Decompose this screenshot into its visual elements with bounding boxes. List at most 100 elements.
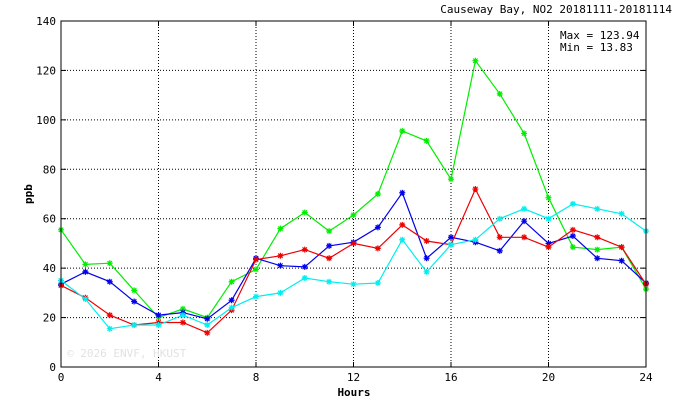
data-point [545,240,552,247]
data-point [374,245,381,252]
data-point [594,205,601,212]
data-point [228,297,235,304]
data-point [277,289,284,296]
data-point [106,278,113,285]
data-point [350,212,357,219]
data-point [179,319,186,326]
x-tick-label: 8 [253,371,260,384]
data-point [82,261,89,268]
data-point [326,228,333,235]
y-tick-label: 40 [43,262,56,275]
data-point [472,236,479,243]
y-tick-label: 120 [36,64,56,77]
x-axis-title: Hours [337,386,370,399]
x-tick-label: 20 [542,371,555,384]
data-point [204,321,211,328]
y-axis-title: ppb [22,184,35,204]
data-point [277,262,284,269]
data-point [496,90,503,97]
data-point [448,234,454,241]
x-tick-label: 12 [347,371,360,384]
data-point [423,268,430,275]
data-point [423,255,430,262]
data-point [521,218,528,225]
data-point [545,194,552,201]
data-point [545,215,552,222]
data-point [374,191,381,197]
data-point [399,221,406,228]
data-point [131,298,138,305]
data-point [131,321,138,328]
data-point [82,268,89,275]
data-point [82,296,89,303]
watermark: © 2026 ENVF, HKUST [67,347,187,360]
data-point [594,234,601,241]
y-tick-label: 20 [43,312,56,325]
data-point [618,210,625,217]
data-point [423,237,430,244]
data-point [253,293,259,300]
data-point [472,186,479,193]
data-point [179,312,186,319]
data-point [521,205,528,212]
x-tick-label: 0 [58,371,65,384]
min-label: Min = 13.83 [560,41,633,54]
data-point [569,200,576,207]
data-point [521,130,528,137]
data-point [326,255,333,262]
max-label: Max = 123.94 [560,29,640,42]
data-point [472,57,479,64]
y-tick-label: 0 [49,361,56,374]
data-point [448,176,454,183]
data-point [131,287,138,294]
data-point [569,226,576,233]
data-point [301,275,308,282]
data-point [301,246,308,253]
x-tick-label: 16 [444,371,457,384]
data-point [448,241,454,248]
x-tick-label: 24 [639,371,653,384]
data-point [228,278,235,285]
y-tick-label: 80 [43,163,56,176]
grid [61,21,646,367]
data-point [374,279,381,286]
data-point [423,137,430,144]
data-point [277,252,284,259]
y-tick-label: 100 [36,114,56,127]
data-point [618,244,625,251]
data-point [204,315,211,322]
data-point [106,312,113,319]
data-point [253,266,259,273]
data-point [545,244,552,251]
data-point [204,329,211,336]
data-point [496,234,503,241]
data-point [399,236,406,243]
data-point [569,244,576,251]
watermark-text: © 2026 ENVF, HKUST [67,347,187,360]
data-point [399,127,406,134]
ticks: 0 4 8 12 16 20 24 0 20 40 60 80 100 120 140 [36,15,653,384]
x-tick-label: 4 [155,371,162,384]
data-point [326,242,333,249]
data-point [594,246,601,253]
data-point [326,278,333,285]
data-point [277,225,284,232]
data-point [301,209,308,216]
data-point [228,304,235,311]
series-layer [58,57,649,336]
data-point [374,224,381,231]
data-point [569,233,576,240]
data-point [618,257,625,264]
data-point [350,240,357,247]
data-point [155,312,162,319]
data-point [253,256,259,263]
data-point [179,305,186,312]
data-point [496,215,503,222]
data-point [106,260,113,267]
data-point [106,325,113,332]
data-point [399,189,406,196]
chart-title: Causeway Bay, NO2 20181111-20181114 [440,3,672,16]
data-point [155,321,162,328]
